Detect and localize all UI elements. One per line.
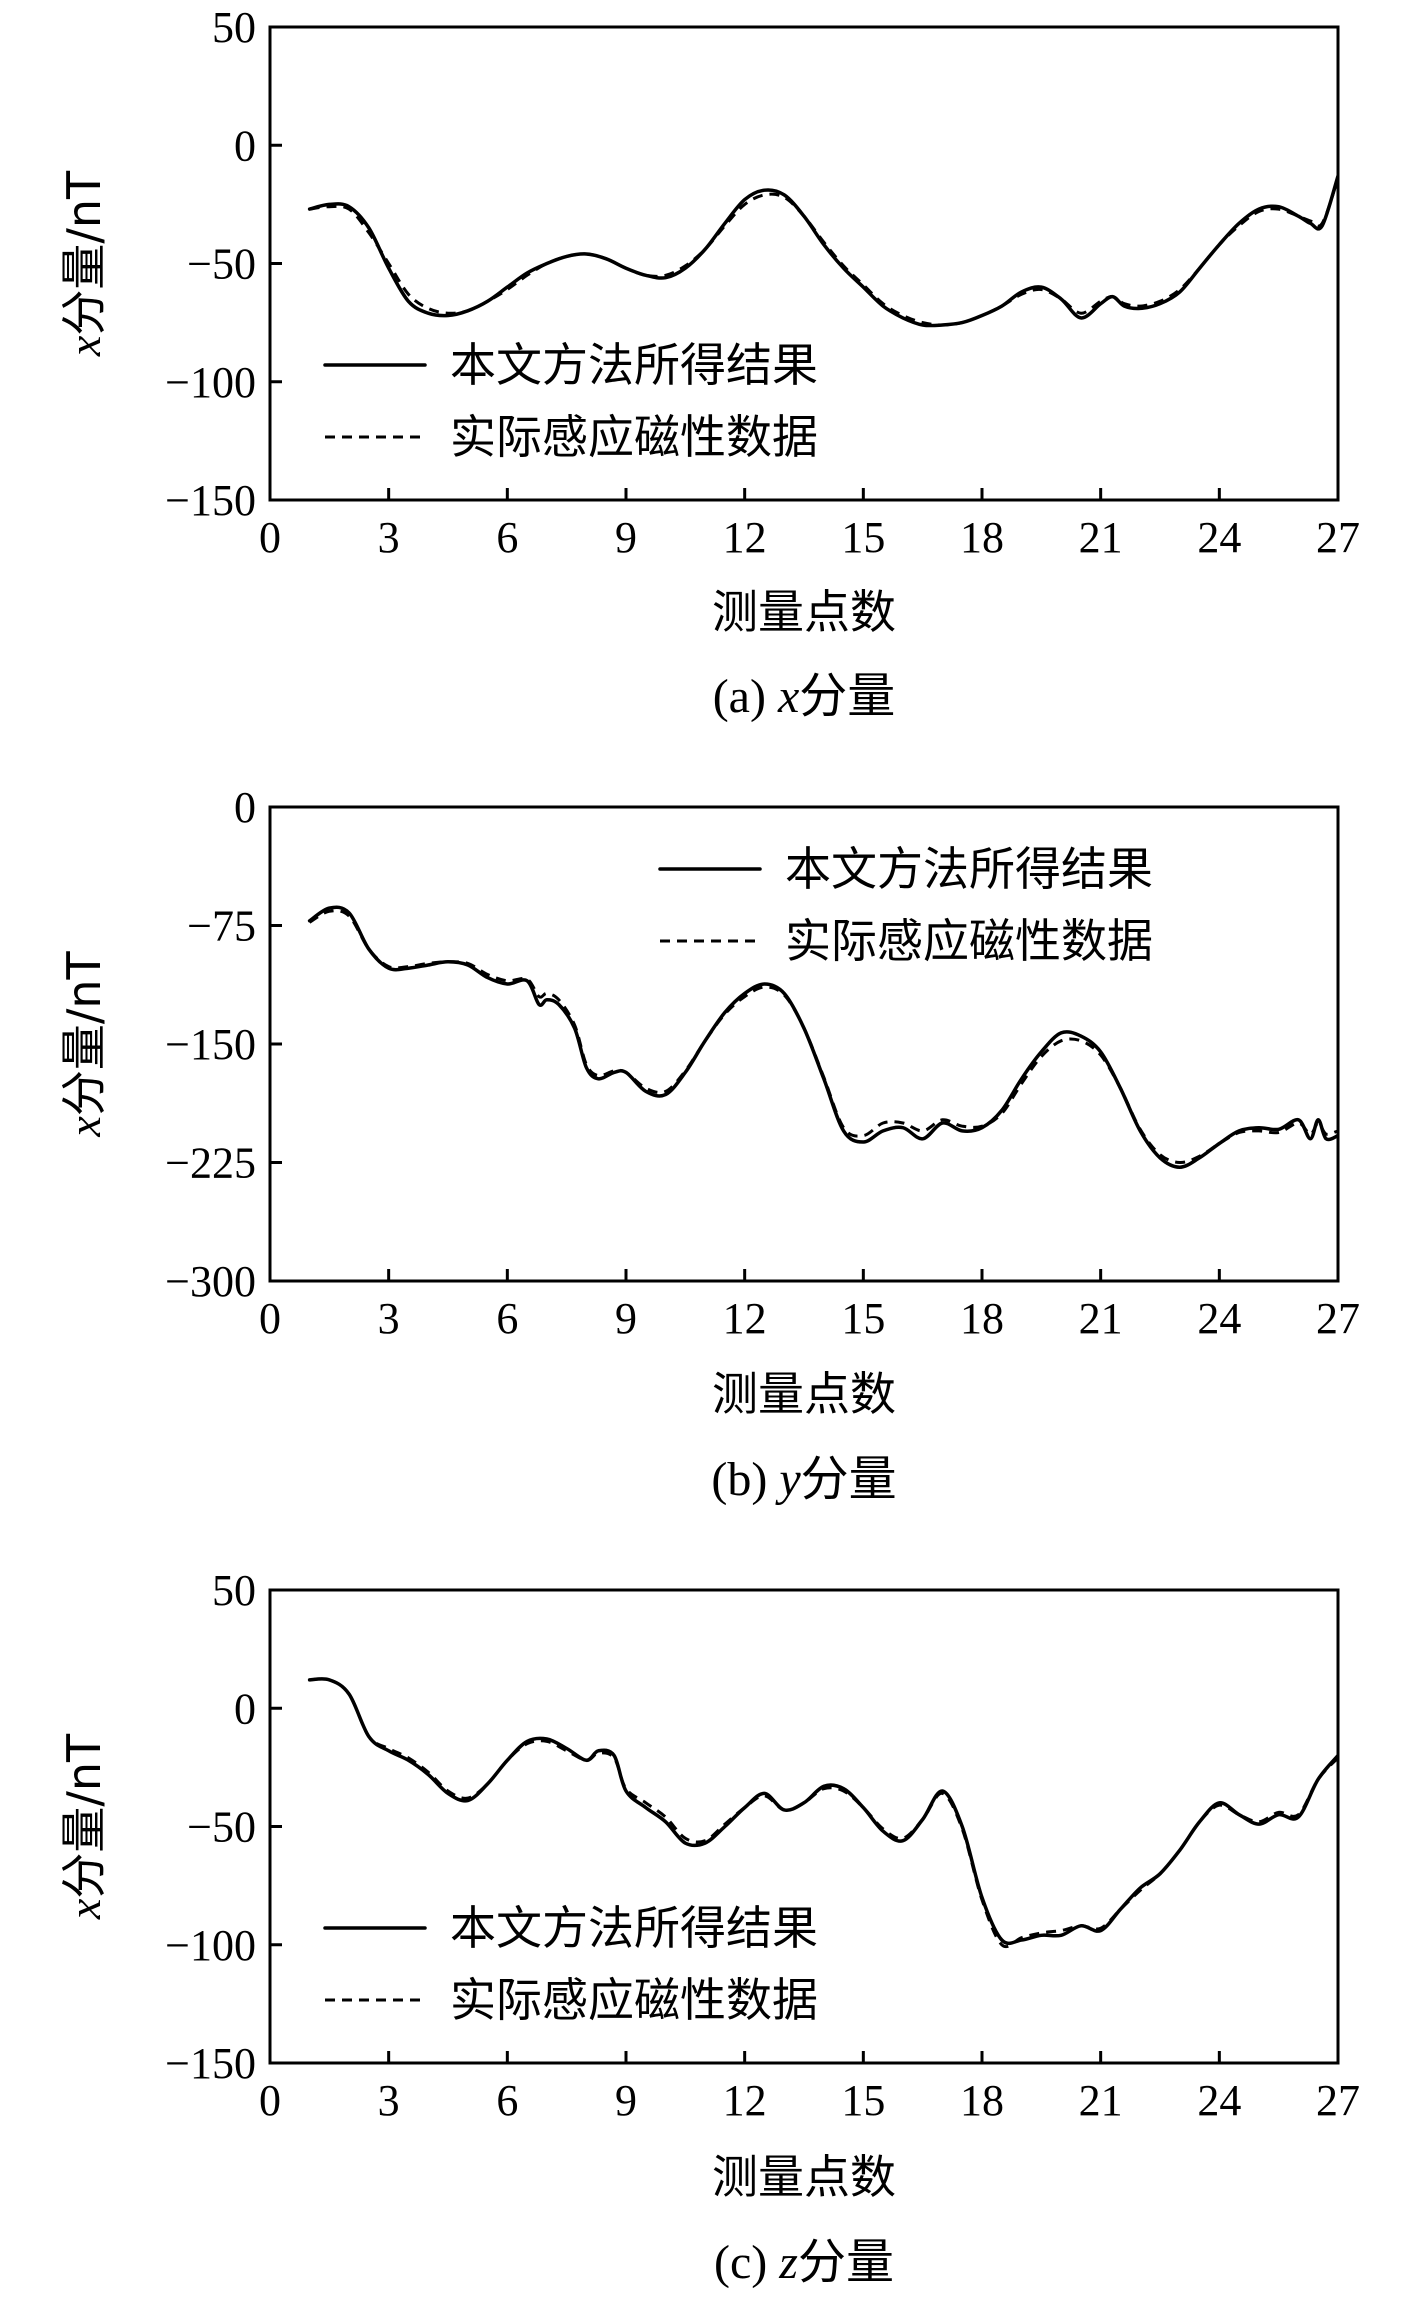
x-tick-label: 12: [723, 513, 767, 562]
y-tick-label: −100: [165, 1921, 256, 1970]
y-tick-label: 0: [234, 783, 256, 832]
x-tick-label: 0: [259, 1294, 281, 1343]
x-tick-label: 3: [378, 2076, 400, 2125]
x-tick-label: 24: [1197, 2076, 1241, 2125]
x-tick-label: 6: [496, 2076, 518, 2125]
y-tick-label: −100: [165, 358, 256, 407]
series-group: [307, 1677, 1338, 1949]
y-axis-label-var: x: [59, 1116, 110, 1138]
chart-panel-1: 0 3 6 9 12 15 18 21 24 27500−50−100−150x分量/nT测量点数…: [57, 3, 1360, 724]
x-tick-label: 9: [615, 1294, 637, 1343]
y-tick-label: −50: [187, 1803, 256, 1852]
x-tick-label: 27: [1316, 1294, 1360, 1343]
x-tick-label: 21: [1079, 513, 1123, 562]
y-axis-label-var: x: [59, 1898, 110, 1920]
panel-caption: (a) x分量: [713, 668, 896, 724]
caption-var: y: [774, 1453, 801, 1506]
caption-suffix: 分量: [798, 2234, 894, 2290]
x-tick-label: 18: [960, 513, 1004, 562]
y-tick-label: −225: [165, 1139, 256, 1188]
series-line-model: [307, 174, 1338, 328]
caption-prefix: (b): [711, 1453, 779, 1506]
x-tick-label: 18: [960, 1294, 1004, 1343]
x-tick-label: 9: [615, 2076, 637, 2125]
series-line-measured: [309, 177, 1338, 327]
x-tick-label: 21: [1079, 1294, 1123, 1343]
y-tick-label: −150: [165, 2039, 256, 2088]
x-tick-label: 12: [723, 1294, 767, 1343]
caption-prefix: (c): [714, 2236, 779, 2289]
x-tick-label: 15: [841, 513, 885, 562]
y-axis-label-text: 分量/nT: [57, 170, 111, 336]
chart-panel-2: 0 3 6 9 12 15 18 21 24 27 0 −75 −150 −225 −300 x分量/nT 测量…: [57, 783, 1360, 1507]
y-tick-label: 50: [212, 3, 256, 52]
y-tick-label: −150: [165, 476, 256, 525]
x-tick-label: 0: [259, 513, 281, 562]
y-axis-label-text: 分量/nT: [57, 1733, 111, 1899]
legend-label: 实际感应磁性数据: [450, 410, 818, 464]
y-tick-label: −50: [187, 240, 256, 289]
series-line-model: [307, 905, 1338, 1169]
caption-prefix: (a): [713, 670, 778, 723]
legend-label: 本文方法所得结果: [450, 1901, 818, 1955]
series-line-measured: [309, 1677, 1338, 1949]
legend-label: 实际感应磁性数据: [785, 914, 1153, 968]
y-tick-label: 0: [234, 121, 256, 170]
y-axis-label: x分量/nT: [57, 170, 111, 357]
y-tick-label: −300: [165, 1257, 256, 1306]
x-tick-label: 18: [960, 2076, 1004, 2125]
x-tick-label: 24: [1197, 1294, 1241, 1343]
series-group: [307, 905, 1338, 1169]
panel-caption: (c) z分量: [714, 2234, 894, 2290]
legend-label: 实际感应磁性数据: [450, 1973, 818, 2027]
y-axis-label-text: 分量/nT: [57, 951, 111, 1117]
y-axis-label: x分量/nT: [57, 1733, 111, 1920]
legend-label: 本文方法所得结果: [450, 338, 818, 392]
x-tick-label: 21: [1079, 2076, 1123, 2125]
x-tick-label: 0: [259, 2076, 281, 2125]
caption-suffix: 分量: [801, 1451, 897, 1507]
caption-var: x: [777, 670, 799, 723]
legend-label: 本文方法所得结果: [785, 842, 1153, 896]
panel-caption: (b) y分量: [711, 1451, 896, 1507]
x-tick-label: 15: [841, 1294, 885, 1343]
x-tick-label: 27: [1316, 513, 1360, 562]
y-tick-label: 0: [234, 1684, 256, 1733]
caption-var: z: [778, 2236, 798, 2289]
chart-panel-3: 0 3 6 9 12 15 18 21 24 27 50 0 −50 −100 −150 x分量/nT 测量点数…: [57, 1566, 1360, 2290]
y-axis-label-var: x: [59, 335, 110, 357]
series-line-measured: [308, 909, 1338, 1165]
y-tick-label: 50: [212, 1566, 256, 1615]
x-tick-label: 12: [723, 2076, 767, 2125]
x-tick-label: 27: [1316, 2076, 1360, 2125]
x-tick-label: 3: [378, 1294, 400, 1343]
y-axis-label: x分量/nT: [57, 951, 111, 1138]
x-tick-label: 9: [615, 513, 637, 562]
x-tick-label: 3: [378, 513, 400, 562]
x-axis-label: 测量点数: [712, 1367, 896, 1421]
x-axis-label: 测量点数: [712, 2150, 896, 2204]
x-tick-label: 24: [1197, 513, 1241, 562]
y-tick-label: −150: [165, 1020, 256, 1069]
x-tick-label: 15: [841, 2076, 885, 2125]
y-tick-label: −75: [187, 902, 256, 951]
x-tick-label: 6: [496, 1294, 518, 1343]
x-axis-label: 测量点数: [712, 585, 896, 639]
series-group: [307, 174, 1338, 328]
x-tick-label: 6: [496, 513, 518, 562]
caption-suffix: 分量: [799, 668, 895, 724]
